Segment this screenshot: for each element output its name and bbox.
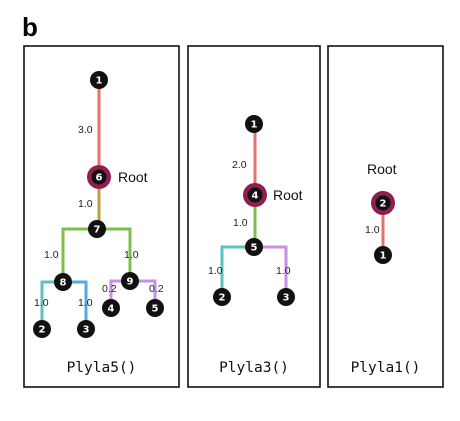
branch-length-label: 1.0	[208, 265, 223, 277]
node-id-label: 1	[251, 120, 258, 131]
branch-length-label: 2.0	[232, 159, 247, 171]
root-node	[91, 169, 107, 185]
node-id-label: 6	[96, 173, 103, 184]
node-id-label: 4	[108, 304, 115, 315]
edge-labels: 1.0	[365, 224, 380, 236]
nodes: 1 4 5 2 3	[213, 115, 295, 306]
tree-plyla3: 2.0 1.0 1.0 1.0 1 4 5 2 3 Root	[208, 115, 303, 306]
branch-length-label: 3.0	[78, 124, 93, 136]
node-id-label: 5	[251, 243, 258, 254]
root-node	[247, 187, 263, 203]
branch-length-label: 0.2	[102, 283, 117, 295]
node-id-label: 7	[94, 225, 101, 236]
branch-length-label: 1.0	[78, 297, 93, 309]
branch-length-label: 1.0	[365, 224, 380, 236]
branch-length-label: 1.0	[124, 249, 139, 261]
tree-plyla5: 3.0 1.0 1.0 1.0 1.0 1.0 0.2 0.2 1 6 7 8 9 2 3 4 5 Root	[33, 71, 164, 338]
tree-node	[146, 299, 164, 317]
node-id-label: 9	[127, 277, 134, 288]
root-label: Root	[273, 187, 303, 203]
node-id-label: 8	[60, 278, 67, 289]
edge-labels: 2.0 1.0 1.0 1.0	[208, 159, 291, 277]
edge-labels: 3.0 1.0 1.0 1.0 1.0 1.0 0.2 0.2	[34, 124, 164, 309]
branch-length-label: 1.0	[233, 217, 248, 229]
node-id-label: 3	[83, 325, 90, 336]
tree-node	[121, 272, 139, 290]
tree-edge	[97, 227, 132, 281]
tree-caption-plyla3: Plyla3()	[219, 360, 289, 376]
panel-letter: b	[22, 12, 38, 42]
tree-caption-plyla1: Plyla1()	[351, 360, 421, 376]
root-label: Root	[367, 161, 397, 177]
tree-node	[374, 246, 392, 264]
tree-node	[245, 238, 263, 256]
edges	[40, 80, 157, 329]
tree-node	[77, 320, 95, 338]
tree-panel-3-frame	[327, 45, 444, 388]
branch-length-label: 1.0	[276, 265, 291, 277]
branch-length-label: 1.0	[44, 249, 59, 261]
tree-node	[90, 71, 108, 89]
branch-length-label: 1.0	[34, 297, 49, 309]
tree-node	[33, 320, 51, 338]
branch-length-label: 1.0	[78, 198, 93, 210]
node-id-label: 5	[152, 304, 159, 315]
tree-node	[88, 220, 106, 238]
node-id-label: 4	[252, 191, 259, 202]
tree-panel-2-frame	[187, 45, 321, 388]
tree-node	[213, 288, 231, 306]
node-id-label: 1	[380, 251, 387, 262]
nodes: 21	[371, 191, 395, 264]
tree-edge	[254, 245, 288, 297]
tree-node	[54, 273, 72, 291]
tree-node	[102, 299, 120, 317]
branch-length-label: 0.2	[149, 283, 164, 295]
nodes: 1 6 7 8 9 2 3 4 5	[33, 71, 164, 338]
tree-edge	[61, 227, 97, 282]
node-id-label: 3	[283, 293, 290, 304]
node-id-label: 1	[96, 76, 103, 87]
node-id-label: 2	[380, 199, 387, 210]
root-node	[375, 195, 391, 211]
root-label: Root	[118, 169, 148, 185]
tree-panel-1-frame	[23, 45, 180, 388]
tree-node	[245, 115, 263, 133]
tree-edge	[220, 245, 254, 297]
tree-caption-plyla5: Plyla5()	[67, 360, 137, 376]
node-id-label: 2	[219, 293, 226, 304]
node-id-label: 2	[39, 325, 46, 336]
tree-node	[277, 288, 295, 306]
